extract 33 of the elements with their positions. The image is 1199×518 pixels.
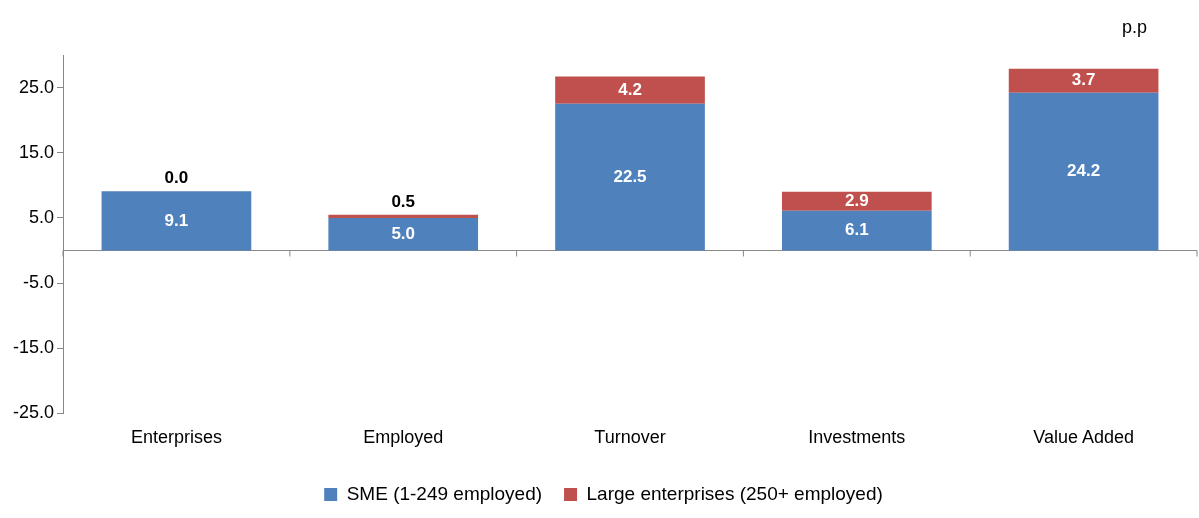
- y-tick-label: -25.0: [13, 402, 55, 423]
- data-label: 22.5: [613, 166, 647, 186]
- y-tick-label: -15.0: [13, 337, 55, 358]
- data-label: 5.0: [391, 223, 416, 243]
- data-label: 24.2: [1067, 161, 1101, 181]
- bar: [328, 217, 479, 251]
- legend-label: Large enterprises (250+ employed): [586, 482, 883, 504]
- x-tick-label: Enterprises: [130, 427, 222, 448]
- data-label: 6.1: [844, 220, 869, 240]
- data-label: 0.5: [391, 191, 416, 211]
- y-tick-label: 25.0: [18, 76, 55, 97]
- bar: [328, 214, 479, 218]
- bar: [101, 191, 252, 251]
- data-label: 4.2: [618, 79, 642, 99]
- x-tick-label: Investments: [808, 427, 906, 448]
- x-tick-label: Employed: [363, 427, 444, 448]
- bar: [781, 210, 932, 251]
- data-label: 2.9: [844, 190, 869, 210]
- bar: [1008, 92, 1159, 251]
- bar: [1008, 68, 1159, 93]
- data-label: 0.0: [164, 168, 189, 188]
- bar: [555, 103, 705, 251]
- bar: [555, 76, 705, 104]
- data-label: 3.7: [1071, 70, 1096, 90]
- x-tick-label: Value Added: [1033, 427, 1134, 448]
- y-tick-label: 15.0: [18, 141, 55, 162]
- x-tick-label: Turnover: [594, 427, 666, 448]
- legend-label: SME (1-249 employed): [346, 482, 543, 504]
- y-axis-title: p.p: [1121, 16, 1147, 37]
- data-label: 9.1: [164, 210, 189, 230]
- y-tick-label: -5.0: [23, 272, 55, 293]
- y-tick-label: 5.0: [29, 206, 55, 227]
- bar: [781, 191, 932, 211]
